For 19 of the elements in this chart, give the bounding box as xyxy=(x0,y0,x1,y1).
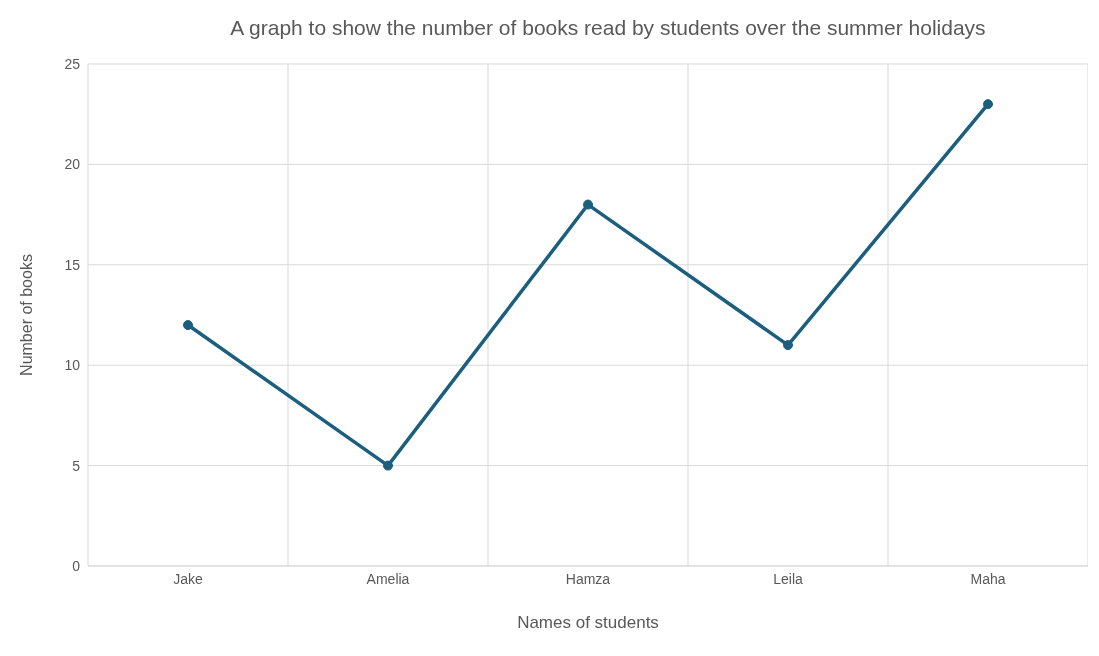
point xyxy=(183,320,193,331)
y-tick-label: 25 xyxy=(64,55,81,72)
point xyxy=(783,340,793,351)
x-tick-label: Amelia xyxy=(366,570,410,587)
y-tick-label: 0 xyxy=(72,557,81,574)
y-tick-label: 5 xyxy=(72,457,81,474)
x-tick-label: Hamza xyxy=(565,570,611,587)
x-tick-label: Leila xyxy=(773,570,803,587)
point xyxy=(383,460,393,471)
y-tick-label: 10 xyxy=(64,357,81,374)
x-tick-label: Maha xyxy=(970,570,1006,587)
y-tick-label: 15 xyxy=(64,256,81,273)
x-axis-title: Names of students xyxy=(517,613,659,632)
y-axis-title: Number of books xyxy=(17,254,35,376)
x-tick-label: Jake xyxy=(173,570,203,587)
y-tick-label: 20 xyxy=(64,156,81,173)
point xyxy=(583,199,593,210)
chart-title: A graph to show the number of books read by students over the summer holidays xyxy=(229,16,987,41)
point xyxy=(983,99,993,110)
